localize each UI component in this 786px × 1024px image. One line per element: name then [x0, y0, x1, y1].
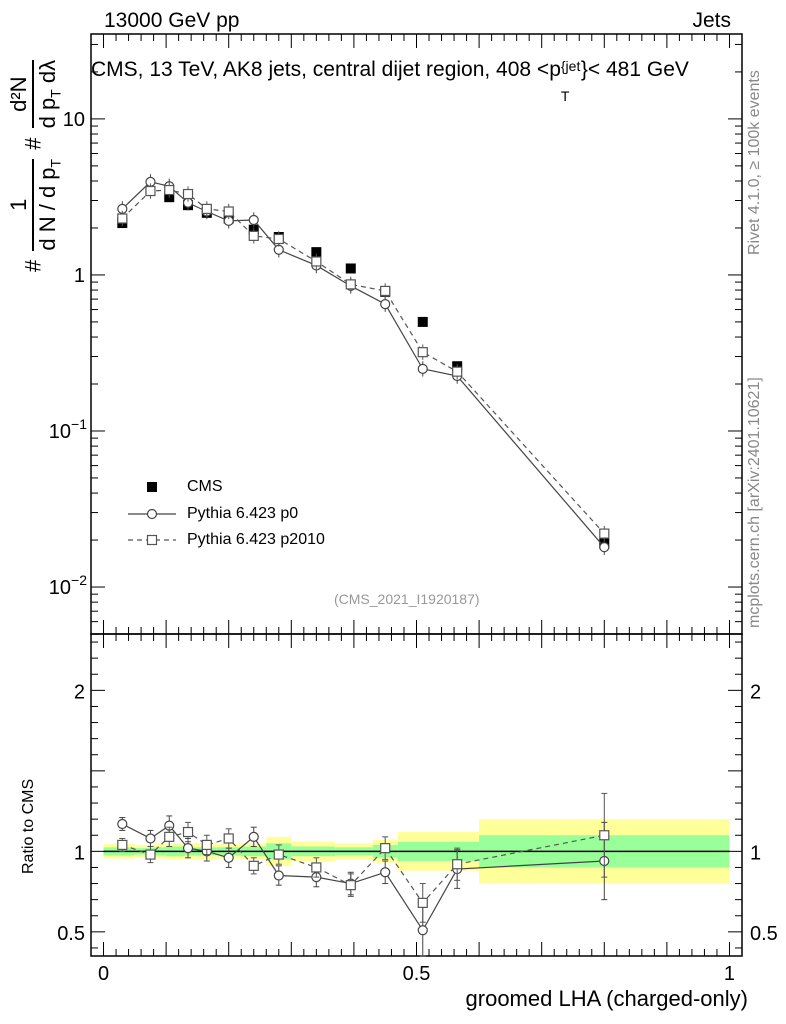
ratio-point-open-circle — [145, 833, 156, 844]
ratio-point-open-circle — [248, 831, 259, 842]
ratio-point-open-square — [380, 843, 391, 854]
ylabel-one: 1 — [6, 198, 31, 211]
y-tick-base: 10 — [49, 577, 71, 599]
mcplots-label: mcplots.cern.ch [arXiv:2401.10621] — [746, 377, 763, 628]
title-pre: CMS, 13 TeV, AK8 jets, central dijet reg… — [91, 58, 561, 81]
data-point-open-square — [201, 203, 212, 214]
ratio-point-open-circle — [223, 852, 234, 863]
data-point-open-square — [164, 184, 175, 196]
data-point-filled-square — [311, 247, 322, 258]
plot-title: CMS, 13 TeV, AK8 jets, central dijet reg… — [91, 58, 689, 104]
data-point-open-circle — [417, 363, 428, 374]
data-point-open-square — [273, 233, 284, 245]
data-point-open-square — [117, 213, 128, 224]
ratio-point-open-square — [223, 833, 234, 844]
header-category: Jets — [692, 9, 731, 32]
ylabel-den-text: d N / d p — [35, 167, 60, 251]
series-line-p2010 — [121, 189, 605, 534]
ratio-point-open-square — [599, 830, 610, 841]
ratio-frame — [90, 633, 743, 957]
rivet-version-label: Rivet 4.1.0, ≥ 100k events — [746, 70, 763, 255]
data-point-open-square — [145, 185, 156, 197]
data-point-open-square — [380, 285, 391, 297]
x-tick-label: 0.5 — [403, 963, 431, 985]
x-tick-label: 0 — [98, 963, 109, 985]
y-tick-label-main: 10 — [63, 109, 85, 131]
ratio-point-open-circle — [380, 867, 391, 878]
y-tick-label-main: 1 — [74, 265, 85, 287]
data-point-open-square — [223, 206, 234, 217]
legend-label-cms: CMS — [187, 478, 223, 495]
data-point-open-square — [248, 230, 259, 241]
y-tick-base: 10 — [63, 109, 85, 131]
data-point-open-square — [417, 347, 428, 358]
ratio-point-open-square — [273, 849, 284, 860]
y-tick-label-ratio: 0.5 — [57, 923, 85, 945]
legend-marker-p0 — [146, 508, 158, 520]
y-tick-base: 1 — [74, 265, 85, 287]
y-tick-exp: −2 — [71, 572, 87, 588]
ratio-point-open-square — [452, 859, 463, 870]
ratio-panel: 0.5 0.5 1 1 2 2 0 0.5 1 — [57, 633, 778, 985]
legend-marker-p2010 — [146, 534, 158, 546]
y-tick-label-main: 10−1 — [49, 416, 87, 443]
y-tick-label-ratio-right: 1 — [750, 842, 761, 864]
y-tick-base: 10 — [49, 421, 71, 443]
ratio-point-open-circle — [273, 870, 284, 881]
ylabel-den-sub: T — [47, 158, 64, 168]
title-sub: T — [560, 88, 570, 104]
ratio-point-open-square — [311, 862, 322, 873]
ylabel-num-den-text: d p — [35, 97, 60, 129]
y-tick-label-ratio-right: 2 — [750, 681, 761, 703]
ylabel-hash-2: # — [20, 137, 46, 150]
ylabel-num-den: d pT dλ — [32, 59, 64, 129]
ratio-point-open-square — [248, 860, 259, 871]
ylabel-frac1: 1 d N / d pT — [6, 158, 64, 251]
legend-label-p2010: Pythia 6.423 p2010 — [187, 531, 325, 548]
ratio-point-open-square — [201, 839, 212, 851]
data-point-open-square — [452, 366, 463, 377]
title-post: }< 481 GeV — [580, 58, 689, 81]
y-tick-exp: −1 — [71, 416, 87, 432]
y-axis-label: # 1 d N / d pT # d²N d pT dλ — [6, 57, 64, 272]
x-axis-label: groomed LHA (charged-only) — [465, 986, 748, 1011]
data-point-filled-square — [417, 316, 428, 327]
x-tick-label: 1 — [724, 963, 735, 985]
ratio-point-open-square — [117, 839, 128, 851]
data-point-open-square — [599, 528, 610, 539]
ratio-point-open-square — [417, 897, 428, 908]
legend-marker-cms — [147, 482, 157, 492]
ratio-y-axis-label: Ratio to CMS — [20, 778, 37, 874]
ratio-point-open-circle — [417, 925, 428, 936]
data-point-open-circle — [599, 542, 610, 553]
data-point-filled-square — [345, 263, 356, 274]
ylabel-den: d N / d pT — [32, 158, 64, 251]
data-point-open-circle — [248, 214, 259, 226]
ratio-point-open-square — [182, 826, 194, 838]
y-tick-label-ratio: 1 — [74, 842, 85, 864]
ylabel-num: d²N — [6, 76, 31, 112]
ylabel-frac2: d²N d pT dλ — [6, 59, 64, 129]
y-tick-label-ratio-right: 0.5 — [750, 923, 778, 945]
legend-label-p0: Pythia 6.423 p0 — [187, 505, 299, 522]
ratio-point-open-square — [145, 849, 156, 860]
header-energy: 13000 GeV pp — [104, 9, 240, 32]
ratio-point-open-circle — [117, 818, 128, 830]
data-point-open-circle — [380, 299, 391, 310]
data-point-open-square — [182, 188, 194, 200]
ylabel-hash: # — [20, 259, 46, 272]
ylabel-dlambda: dλ — [35, 59, 60, 84]
y-tick-label-ratio: 2 — [74, 681, 85, 703]
analysis-tag: (CMS_2021_I1920187) — [334, 591, 480, 607]
y-tick-label-main: 10−2 — [49, 572, 87, 599]
ylabel-num-den-sub: T — [47, 89, 64, 98]
ratio-point-open-square — [164, 831, 175, 842]
ratio-point-open-square — [345, 880, 356, 891]
ratio-point-open-circle — [182, 843, 194, 854]
data-point-open-square — [311, 256, 322, 267]
data-point-open-square — [345, 279, 356, 290]
title-sup: {jet — [560, 58, 581, 74]
